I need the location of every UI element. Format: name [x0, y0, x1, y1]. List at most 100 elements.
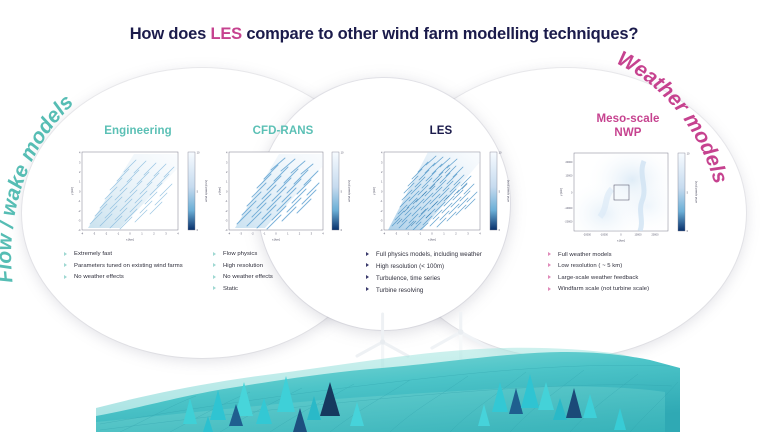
svg-text:0: 0	[197, 228, 199, 232]
svg-text:-3: -3	[225, 219, 228, 223]
svg-text:0: 0	[226, 190, 228, 194]
bullet-marker-icon	[64, 251, 67, 256]
bullet-marker-icon	[64, 263, 67, 268]
bullet-text: Full weather models	[558, 251, 612, 258]
svg-text:3: 3	[165, 232, 167, 236]
svg-text:5: 5	[341, 190, 343, 194]
heading-line-1: Meso-scale	[596, 113, 660, 125]
list-item: High resolution	[213, 262, 353, 271]
svg-text:4: 4	[226, 151, 228, 155]
svg-text:0: 0	[499, 228, 501, 232]
svg-text:2: 2	[455, 232, 457, 236]
bullet-list-engineering: Extremely fast Parameters tuned on exist…	[64, 250, 212, 282]
svg-text:3: 3	[311, 232, 313, 236]
column-les: LES	[366, 124, 516, 298]
column-meso-scale-nwp: Meso-scale NWP	[548, 112, 708, 297]
column-heading-meso-scale-nwp: Meso-scale NWP	[548, 112, 708, 141]
list-item: Full physics models, including weather	[366, 250, 516, 259]
bullet-text: Windfarm scale (not turbine scale)	[558, 286, 650, 293]
svg-text:-4: -4	[228, 232, 231, 236]
svg-text:1: 1	[79, 180, 81, 184]
svg-text:-10000: -10000	[565, 207, 573, 210]
svg-text:2: 2	[79, 170, 81, 174]
svg-text:-3: -3	[380, 219, 383, 223]
bullet-marker-icon	[213, 274, 216, 279]
title-after: compare to other wind farm modelling tec…	[241, 25, 639, 43]
title-highlight: LES	[210, 25, 242, 43]
svg-text:-4: -4	[225, 229, 228, 233]
svg-text:4: 4	[79, 151, 81, 155]
svg-text:0: 0	[129, 232, 131, 236]
plot-meso-scale-nwp: 20000 10000 0 -10000 -20000 -20000 -10000 0 1…	[548, 147, 708, 245]
svg-text:10: 10	[499, 151, 502, 155]
bullet-list-cfd-rans: Flow physics High resolution No weather …	[213, 250, 353, 294]
plot-ylabel: y [km]	[372, 187, 376, 195]
list-item: Low resolution ( ~ 5 km)	[548, 262, 708, 271]
plot-ylabel: y [km]	[559, 188, 563, 196]
column-engineering: Engineering	[64, 124, 212, 285]
svg-text:5: 5	[197, 190, 199, 194]
svg-text:10000: 10000	[565, 174, 573, 177]
column-heading-cfd-rans: CFD-RANS	[252, 125, 314, 137]
svg-text:-2: -2	[380, 209, 383, 213]
svg-text:4: 4	[479, 232, 481, 236]
svg-text:-3: -3	[240, 232, 243, 236]
terrain-wireframe	[99, 364, 679, 432]
svg-text:10000: 10000	[635, 233, 643, 236]
svg-text:0: 0	[79, 190, 81, 194]
svg-text:1: 1	[381, 180, 383, 184]
bullet-text: No weather effects	[223, 274, 273, 281]
svg-text:-20000: -20000	[565, 220, 573, 223]
plot-xlabel: x [km]	[126, 238, 134, 242]
svg-text:-2: -2	[78, 209, 81, 213]
column-heading-engineering: Engineering	[104, 125, 172, 137]
svg-text:0: 0	[431, 232, 433, 236]
svg-text:4: 4	[381, 151, 383, 155]
svg-text:10: 10	[687, 151, 690, 155]
svg-text:-20000: -20000	[583, 233, 591, 236]
svg-text:-3: -3	[93, 232, 96, 236]
bullet-marker-icon	[64, 274, 67, 279]
heading-line-2: NWP	[614, 127, 642, 140]
svg-text:-2: -2	[105, 232, 108, 236]
bullet-list-meso-scale-nwp: Full weather models Low resolution ( ~ 5…	[548, 251, 708, 295]
bullet-text: Turbulence, time series	[376, 275, 441, 283]
bullet-text: Full physics models, including weather	[376, 251, 482, 259]
column-heading-les: LES	[429, 125, 453, 137]
svg-text:4: 4	[177, 232, 179, 236]
list-item: Large-scale weather feedback	[548, 274, 708, 283]
svg-text:0: 0	[275, 232, 277, 236]
svg-text:-3: -3	[395, 232, 398, 236]
svg-text:0: 0	[381, 190, 383, 194]
list-item: Turbulence, time series	[366, 274, 516, 283]
svg-text:2: 2	[381, 170, 383, 174]
bullet-text: Low resolution ( ~ 5 km)	[558, 263, 623, 270]
page-title: How does LES compare to other wind farm …	[0, 25, 768, 44]
list-item: Flow physics	[213, 250, 353, 259]
list-item: Parameters tuned on existing wind farms	[64, 262, 212, 271]
svg-text:-4: -4	[383, 232, 386, 236]
svg-text:3: 3	[226, 161, 228, 165]
list-item: Static	[213, 285, 353, 294]
list-item: Extremely fast	[64, 250, 212, 259]
svg-text:-10000: -10000	[600, 233, 608, 236]
svg-text:-1: -1	[419, 232, 422, 236]
svg-text:10: 10	[341, 151, 344, 155]
plot-xlabel: x [km]	[272, 238, 280, 242]
svg-text:20000: 20000	[652, 233, 660, 236]
bullet-marker-icon	[213, 251, 216, 256]
svg-text:0: 0	[341, 228, 343, 232]
svg-text:0: 0	[571, 191, 573, 194]
plot-ylabel: y [km]	[218, 187, 222, 195]
bullet-marker-icon	[548, 251, 551, 256]
svg-text:-4: -4	[78, 229, 81, 233]
svg-text:2: 2	[226, 170, 228, 174]
plot-xlabel: x [km]	[617, 238, 625, 242]
colorbar-label: wind speed [m/s]	[347, 180, 351, 202]
svg-text:10: 10	[197, 151, 200, 155]
list-item: No weather effects	[213, 273, 353, 282]
plot-ylabel: y [km]	[70, 187, 74, 195]
svg-text:-1: -1	[117, 232, 120, 236]
